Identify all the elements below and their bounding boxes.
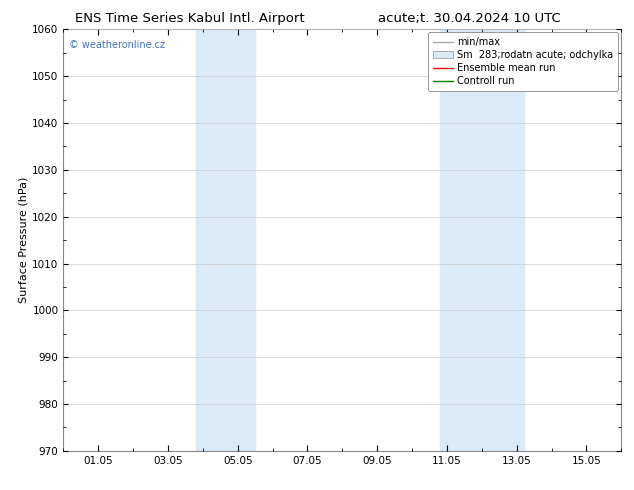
- Bar: [196, 29, 255, 451]
- Text: ENS Time Series Kabul Intl. Airport: ENS Time Series Kabul Intl. Airport: [75, 12, 305, 25]
- Bar: [440, 29, 524, 451]
- Text: © weatheronline.cz: © weatheronline.cz: [69, 40, 165, 50]
- Y-axis label: Surface Pressure (hPa): Surface Pressure (hPa): [18, 177, 28, 303]
- Text: acute;t. 30.04.2024 10 UTC: acute;t. 30.04.2024 10 UTC: [378, 12, 560, 25]
- Legend: min/max, Sm  283;rodatn acute; odchylka, Ensemble mean run, Controll run: min/max, Sm 283;rodatn acute; odchylka, …: [428, 32, 618, 91]
